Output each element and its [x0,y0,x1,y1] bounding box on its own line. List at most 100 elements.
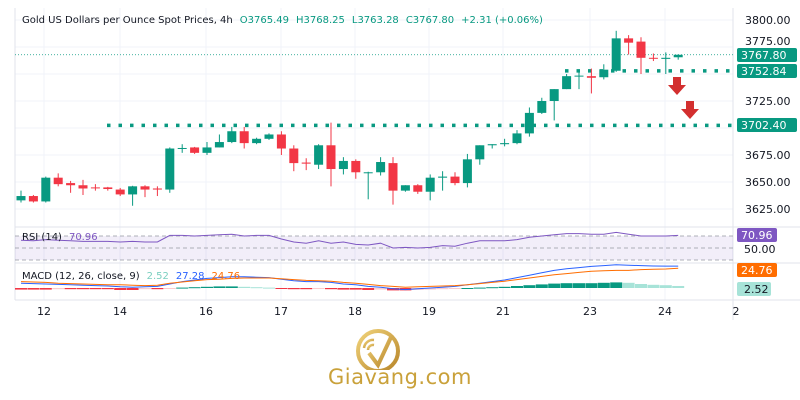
candle-body [351,160,361,173]
signal-value-label: 24.76 [741,264,773,277]
y-tick: 3775.00 [745,35,791,48]
candle [586,68,596,94]
candle [673,54,683,60]
x-tick: 18 [348,305,362,318]
price-axis[interactable]: 3800.00 3775.00 3725.00 3675.00 3650.00 … [745,14,791,216]
candle [326,122,336,187]
candle [400,185,410,192]
candle-body [524,112,534,134]
macd-histogram-bar [39,288,52,290]
candle [574,71,584,90]
macd-histogram-bar [374,288,387,290]
candle-body [648,57,658,59]
macd-histogram-bar [635,284,647,288]
time-axis[interactable]: 12 14 16 17 18 19 21 23 24 2 [37,305,740,318]
macd-histogram-bar [424,288,437,290]
macd-histogram-bar [250,287,263,289]
candle [338,157,348,175]
candle-body [301,162,311,164]
x-tick: 19 [422,305,436,318]
candle-body [190,147,200,153]
macd-histogram-bar [672,285,685,288]
candle [475,145,485,165]
candle [351,159,361,179]
candle [140,185,150,198]
candle-body [438,176,448,178]
candle [115,187,125,197]
y-tick: 3625.00 [745,203,791,216]
macd-title: MACD (12, 26, close, 9) [22,271,140,282]
macd-histogram-bar [213,286,226,288]
candle-body [487,144,497,146]
ohlc-close: C3767.80 [406,15,454,26]
candle [314,144,324,170]
macd-histogram-bar [201,286,213,288]
last-price-tag [737,48,797,62]
price-chart[interactable]: Gold US Dollars per Ounce Spot Prices, 4… [0,0,800,320]
macd-histogram-bar [548,283,561,288]
candle-body [165,148,175,190]
macd-histogram-bar [325,288,337,290]
candle [562,74,572,90]
candle [624,35,634,55]
macd-histogram-bar [622,282,635,288]
candle-body [400,185,410,191]
candle-body [28,196,38,202]
macd-histogram-bar [585,283,598,288]
candle-body [326,145,336,170]
rsi-line [20,231,679,249]
candle-body [16,196,26,201]
candle-body [574,75,584,77]
candle [500,138,510,147]
macd-histogram-bar [436,288,449,290]
candle [512,130,522,145]
macd-histogram-bar [77,288,89,290]
signal-value-tag [737,263,777,277]
candle [599,64,609,80]
candle [41,176,51,203]
candle-body [66,183,76,186]
x-tick: 16 [199,305,213,318]
ohlc-change: +2.31 (+0.06%) [461,15,543,26]
logo-text: Giavang.com [328,365,472,389]
x-tick: 12 [37,305,51,318]
candle-body [537,101,547,113]
macd-histogram-bar [238,286,251,288]
candle-body [450,176,460,184]
giavang-logo: Giavang.com [0,320,800,400]
macd-histogram-bar [573,283,585,288]
candle [438,171,448,191]
candle [66,180,76,193]
candle [537,97,547,114]
candle-body [636,41,646,58]
rsi-mid-label: 50.00 [744,243,776,256]
rsi-value-label: 70.96 [741,229,773,242]
macd-histogram-bar [176,287,189,289]
candle-body [624,38,634,43]
macd-histogram-bar [163,288,176,289]
macd-histogram-bar [52,288,65,290]
candle [648,53,658,62]
candle [252,137,262,145]
candle [301,158,311,171]
macd-histogram-bar [101,288,114,290]
level-label: 3752.84 [741,65,787,78]
candle [165,147,175,193]
candle [239,126,249,149]
macd-histogram-bar [610,282,623,288]
chart-title: Gold US Dollars per Ounce Spot Prices, 4… [22,15,233,26]
candle-body [152,188,162,190]
hist-value-label: 2.52 [744,283,769,296]
candle [611,30,621,72]
level-label: 3702.40 [741,119,787,132]
candle-body [214,142,224,148]
candle-body [128,186,138,195]
candle-body [611,38,621,71]
macd-histogram-bar [560,283,573,288]
candle [462,153,472,188]
candle [190,146,200,154]
candle-body [227,131,237,143]
candle-body [413,185,423,192]
macd-histogram-bar [498,286,511,288]
candle-body [264,134,274,139]
